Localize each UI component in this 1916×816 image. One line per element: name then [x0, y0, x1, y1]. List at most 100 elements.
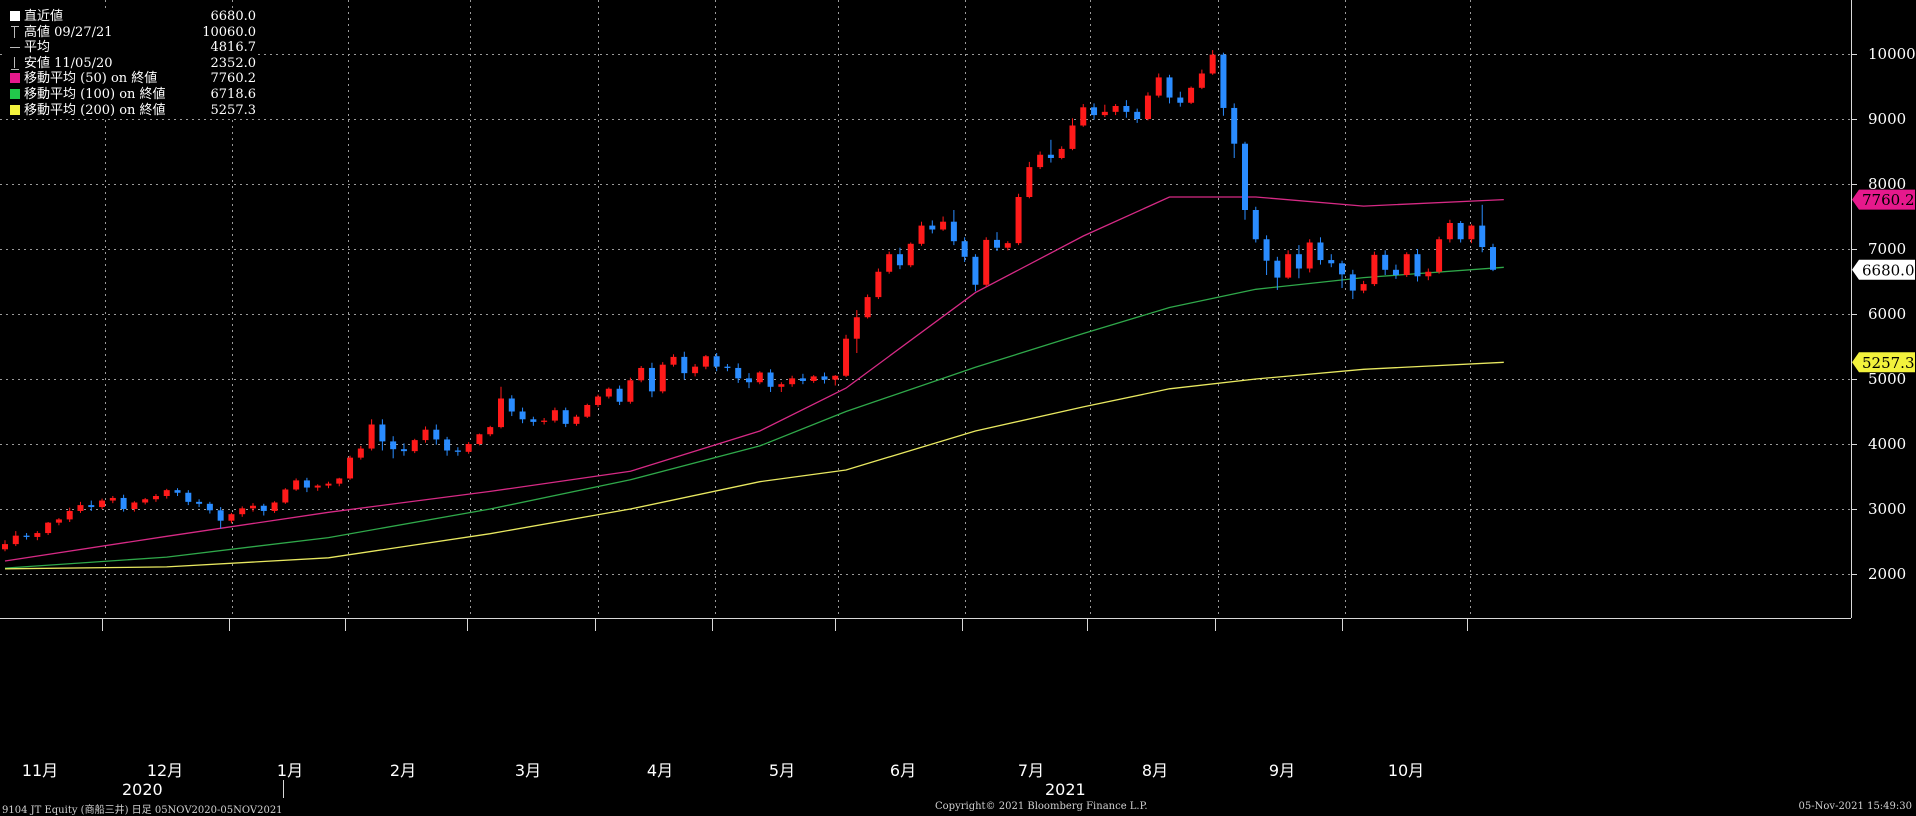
candle-body [1457, 223, 1464, 240]
candle-body [1263, 239, 1270, 261]
candle-up [1209, 50, 1216, 75]
candle-down [196, 499, 203, 508]
candle-up [131, 501, 138, 512]
candle-body [681, 356, 688, 374]
candle-body [1425, 271, 1432, 277]
low-marker-icon [11, 56, 19, 70]
candle-body [196, 501, 203, 504]
candle-body [843, 338, 850, 376]
candle-body [896, 254, 903, 266]
candle-body [368, 424, 375, 449]
candle-body [120, 497, 127, 509]
candle-body [778, 384, 785, 387]
y-tick-label: 6000 [1868, 305, 1906, 323]
candle-body [789, 378, 796, 385]
candle-up [875, 268, 882, 300]
candle-up [864, 294, 871, 319]
candle-down [896, 247, 903, 270]
candle-up [918, 221, 925, 246]
candle-down [88, 500, 95, 511]
candle-down [961, 237, 968, 262]
candle-down [1177, 91, 1184, 107]
candle-body [1209, 54, 1216, 74]
candle-up [692, 364, 699, 377]
candle-body [638, 367, 645, 381]
candle-up [627, 377, 634, 404]
ma200-square-icon [10, 104, 20, 115]
candle-up [843, 334, 850, 378]
axes: 2000 3000 4000 5000 6000 7000 8000 9000 10000 11月… [0, 0, 1916, 799]
candle-body [131, 502, 138, 509]
candle-body [422, 429, 429, 441]
candle-body [411, 440, 418, 452]
y-tick-label: 3000 [1868, 500, 1906, 518]
candle-up [1371, 251, 1378, 287]
candle-up [465, 442, 472, 454]
x-tick-label: 6月 [890, 761, 916, 780]
candle-body [692, 366, 699, 374]
candle-body [886, 254, 893, 272]
candle-up [411, 438, 418, 454]
candle-up [551, 407, 558, 423]
y-tick-label: 2000 [1868, 565, 1906, 583]
legend-value: 10060.0 [202, 24, 256, 40]
right-value-text: 7760.2 [1862, 191, 1915, 209]
candle-up [1015, 193, 1022, 246]
candle-body [1144, 95, 1151, 119]
candle-body [379, 424, 386, 442]
candle-down [206, 501, 213, 514]
candle-up [314, 484, 321, 491]
candle-up [1037, 151, 1044, 170]
legend-value: 7760.2 [210, 71, 257, 87]
candle-body [66, 510, 73, 520]
candle-down [217, 507, 224, 529]
candle-down [120, 494, 127, 512]
footer-timestamp: 05-Nov-2021 15:49:30 [1798, 801, 1912, 812]
candle-body [1037, 154, 1044, 168]
candle-body [627, 380, 634, 402]
candle-down [1166, 74, 1173, 104]
candle-body [605, 388, 612, 397]
candle-body [347, 457, 354, 479]
candle-body [314, 485, 321, 488]
candle-down [1490, 243, 1496, 272]
candle-body [1468, 225, 1475, 240]
candle-body [476, 434, 483, 444]
candle-down [1349, 269, 1356, 300]
candle-body [1101, 111, 1108, 116]
candle-body [1490, 247, 1496, 270]
candle-body [400, 449, 407, 452]
candle-down [1339, 260, 1346, 288]
candle-down [390, 436, 397, 459]
candle-body [55, 519, 62, 523]
legend-item-high: 高値 09/27/21 10060.0 [6, 25, 258, 41]
candle-body [746, 378, 752, 383]
candle-up [55, 518, 62, 526]
candle-down [1091, 103, 1098, 120]
candle-body [551, 410, 558, 421]
candle-down [508, 395, 515, 417]
candle-body [767, 372, 774, 387]
candle-down [799, 373, 806, 385]
candle-body [1004, 243, 1011, 248]
legend-label: 移動平均 (50) on 終値 [24, 71, 158, 87]
candle-up [1112, 104, 1119, 116]
candle-body [1403, 254, 1410, 275]
candle-up [152, 494, 159, 502]
x-tick-label: 1月 [277, 761, 303, 780]
candle-body [961, 241, 968, 257]
candle-body [864, 297, 871, 318]
candle-body [109, 497, 116, 501]
candle-body [357, 448, 364, 458]
candle-body [336, 478, 343, 484]
candle-body [498, 398, 504, 428]
candle-down [1220, 52, 1227, 116]
candle-body [724, 366, 731, 368]
footer-ticker-info: 9104 JT Equity (商船三井) 日足 05NOV2020-05NOV… [2, 805, 283, 816]
candle-body [1188, 87, 1195, 103]
candle-body [713, 356, 720, 367]
candle-body [1339, 263, 1346, 275]
right-value-tag [1852, 259, 1915, 280]
candle-down [767, 369, 774, 392]
candle-down [1457, 221, 1464, 243]
